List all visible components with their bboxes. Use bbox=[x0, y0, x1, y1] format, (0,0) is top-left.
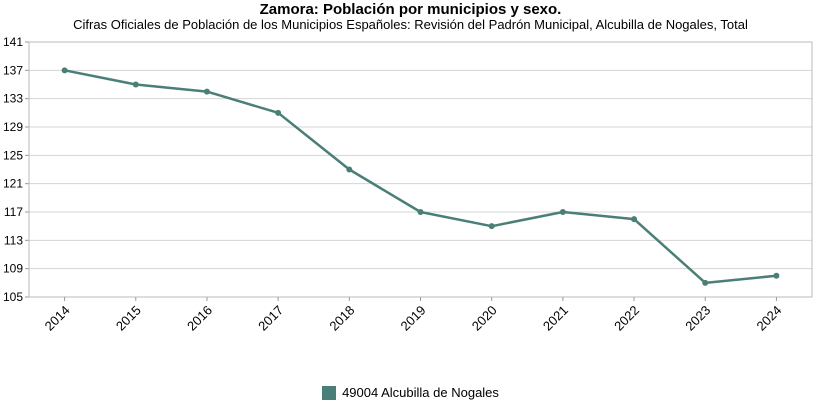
x-tick-label: 2015 bbox=[113, 303, 144, 334]
plot-area bbox=[29, 42, 812, 297]
x-tick-label: 2014 bbox=[42, 303, 73, 334]
data-point bbox=[203, 88, 210, 95]
y-tick-label: 105 bbox=[3, 290, 23, 304]
data-point bbox=[488, 223, 495, 230]
x-tick-label: 2018 bbox=[326, 303, 357, 334]
y-tick-label: 133 bbox=[3, 92, 23, 106]
y-tick-label: 137 bbox=[3, 63, 23, 77]
y-tick-label: 117 bbox=[4, 205, 23, 219]
data-point bbox=[61, 67, 68, 74]
x-tick-label: 2023 bbox=[682, 303, 713, 334]
data-point bbox=[275, 109, 282, 116]
y-tick-label: 141 bbox=[3, 35, 23, 49]
x-tick-label: 2016 bbox=[184, 303, 215, 334]
data-point bbox=[132, 81, 139, 88]
data-point bbox=[702, 279, 709, 286]
x-tick-label: 2024 bbox=[753, 303, 784, 334]
y-tick-label: 113 bbox=[4, 233, 23, 247]
y-tick-label: 125 bbox=[3, 148, 23, 162]
y-tick-label: 109 bbox=[3, 262, 23, 276]
y-tick-label: 129 bbox=[3, 120, 23, 134]
chart-subtitle: Cifras Oficiales de Población de los Mun… bbox=[73, 17, 748, 32]
x-tick-label: 2019 bbox=[398, 303, 429, 334]
legend-swatch bbox=[322, 385, 337, 400]
legend: 49004 Alcubilla de Nogales bbox=[0, 385, 821, 400]
data-point bbox=[773, 272, 780, 279]
data-point bbox=[559, 209, 566, 215]
x-tick-label: 2017 bbox=[255, 303, 286, 334]
data-point bbox=[346, 166, 353, 173]
x-tick-label: 2020 bbox=[469, 303, 500, 334]
legend-label: 49004 Alcubilla de Nogales bbox=[342, 385, 499, 400]
x-tick-label: 2022 bbox=[611, 303, 642, 334]
data-point bbox=[417, 209, 424, 215]
chart-title: Zamora: Población por municipios y sexo. bbox=[259, 1, 562, 18]
y-tick-label: 121 bbox=[3, 177, 23, 191]
data-point bbox=[631, 216, 638, 223]
x-tick-label: 2021 bbox=[540, 303, 571, 334]
